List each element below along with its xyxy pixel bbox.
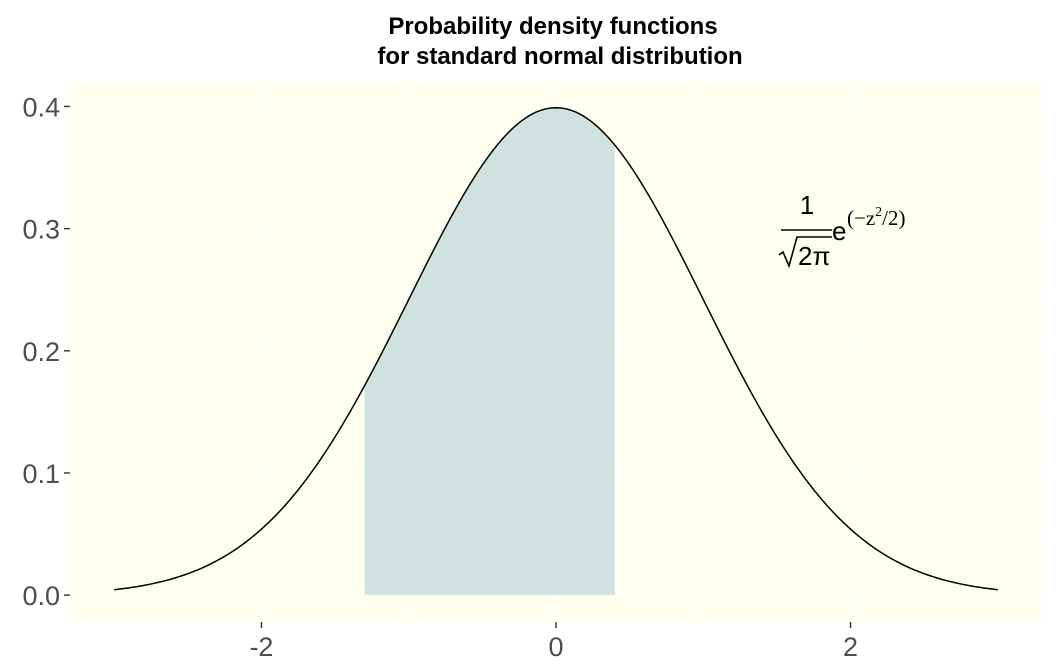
shaded-area	[364, 107, 615, 596]
y-tick-label: 0.3	[22, 215, 60, 245]
x-axis-ticks: -2 0 2	[249, 622, 858, 662]
formula-exponent-close: /2)	[882, 206, 905, 230]
density-curve	[114, 106, 998, 591]
chart-title-line-1: Probability density functions	[388, 13, 717, 40]
x-tick-label: 2	[843, 632, 858, 662]
y-tick-label: 0.0	[22, 581, 60, 611]
x-tick-label: 0	[548, 632, 563, 662]
formula-exponent-power: 2	[875, 205, 882, 220]
formula-base: e	[832, 216, 846, 246]
y-tick-label: 0.4	[22, 92, 60, 122]
x-tick-label: -2	[249, 632, 273, 662]
formula-numerator: 1	[800, 190, 814, 220]
density-formula-annotation: 1 2π e (−z2/2)	[778, 190, 906, 271]
formula-sqrt-sign	[778, 236, 832, 269]
formula-exponent-open: (−z	[847, 206, 875, 230]
formula-denominator: 2π	[798, 241, 830, 271]
chart-title-line-2: for standard normal distribution	[377, 43, 742, 70]
formula-exponent: (−z2/2)	[847, 205, 906, 230]
y-axis-ticks: 0.0 0.1 0.2 0.3 0.4	[22, 92, 70, 611]
y-tick-label: 0.2	[22, 337, 60, 367]
y-tick-label: 0.1	[22, 459, 60, 489]
